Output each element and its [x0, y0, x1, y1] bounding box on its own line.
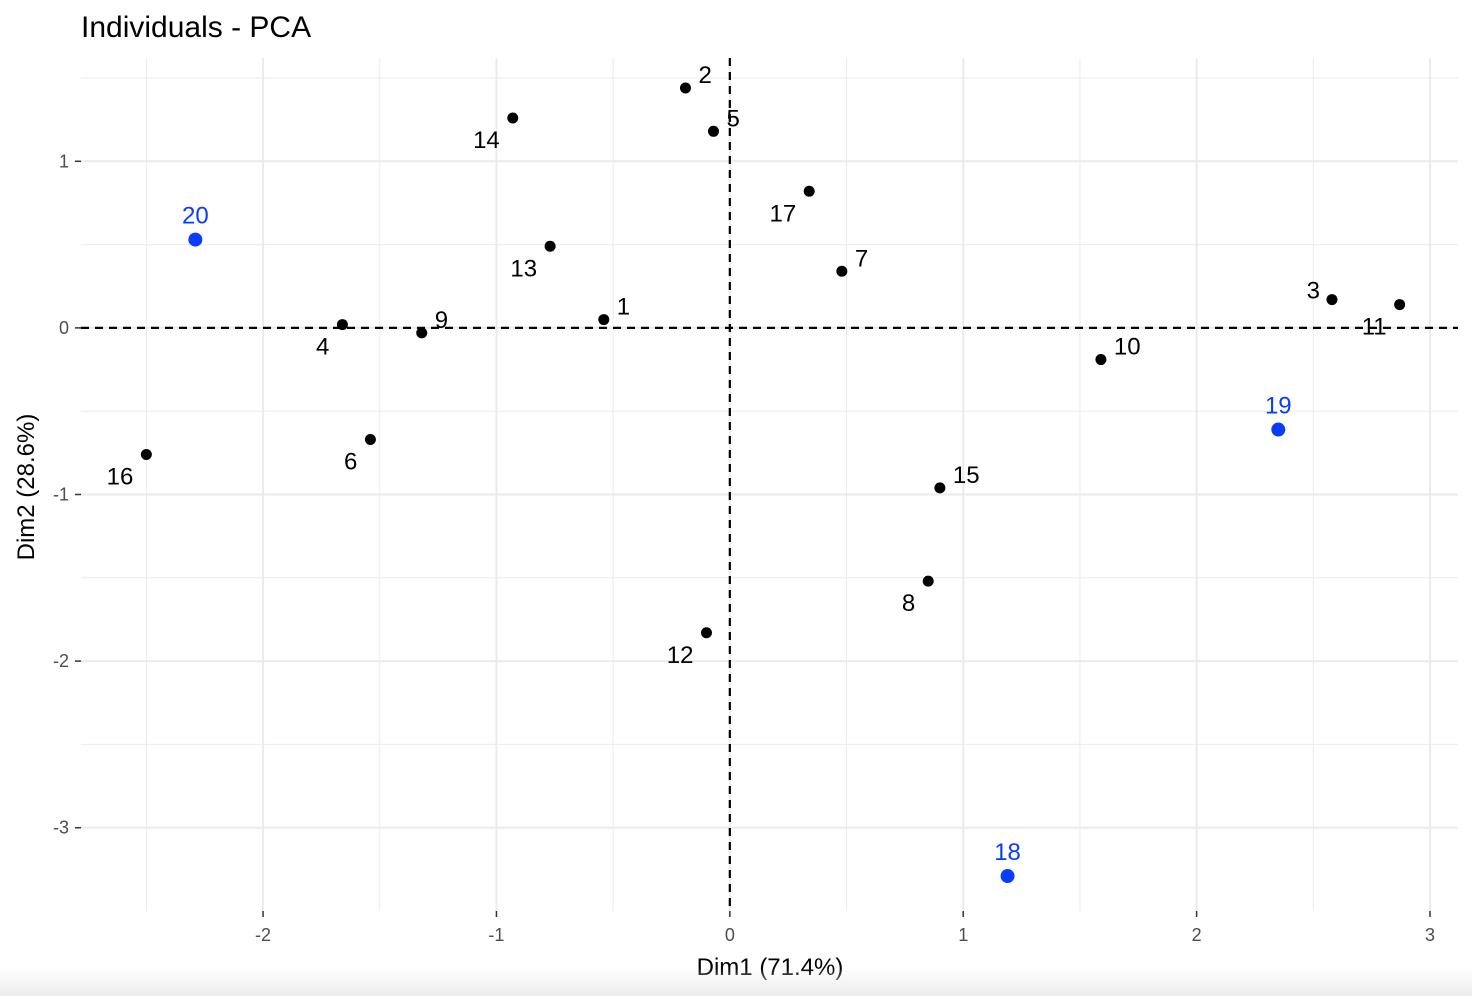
point-label: 12	[667, 642, 694, 669]
point-label: 9	[435, 307, 448, 334]
x-tick-label: 2	[1192, 925, 1202, 945]
y-tick-label: -3	[53, 818, 69, 838]
data-point	[188, 232, 203, 247]
data-point	[507, 112, 519, 124]
point-label: 17	[769, 200, 796, 227]
data-point	[1095, 354, 1107, 366]
axis-ticks: -2 -1 0 1 2 3-3-2-101	[53, 151, 1435, 945]
point-label: 4	[316, 334, 329, 361]
data-point	[1326, 294, 1338, 306]
data-point	[1000, 869, 1015, 884]
y-tick-label: -2	[53, 651, 69, 671]
data-point	[140, 449, 152, 461]
point-label: 5	[726, 105, 739, 132]
point-label: 6	[344, 449, 357, 476]
data-point	[922, 575, 934, 587]
y-tick-label: 0	[59, 318, 69, 338]
point-label: 14	[473, 127, 500, 154]
point-label: 3	[1307, 278, 1320, 305]
point-label: 15	[953, 462, 980, 489]
point-label: 20	[182, 203, 209, 230]
x-tick-label: 1	[958, 925, 968, 945]
data-point	[836, 265, 848, 277]
point-label: 8	[902, 590, 915, 617]
grid	[81, 58, 1458, 911]
point-label: 19	[1265, 393, 1292, 420]
bottom-edge-shade	[0, 968, 1472, 996]
x-tick-label: 0	[725, 925, 735, 945]
data-point	[803, 185, 815, 197]
point-label: 10	[1114, 334, 1141, 361]
data-point	[364, 434, 376, 446]
data-point	[336, 319, 348, 331]
data-point	[544, 240, 556, 252]
x-tick-label: -2	[255, 925, 271, 945]
point-label: 1	[617, 294, 630, 321]
point-label: 7	[855, 245, 868, 272]
data-points	[140, 82, 1406, 884]
x-tick-label: 3	[1425, 925, 1435, 945]
y-tick-label: -1	[53, 484, 69, 504]
point-label: 16	[107, 464, 134, 491]
reference-lines	[81, 58, 1458, 911]
data-point	[416, 327, 428, 339]
point-label: 2	[698, 62, 711, 89]
point-label: 18	[994, 839, 1021, 866]
data-point	[598, 314, 610, 326]
data-point	[679, 82, 691, 94]
y-axis-title: Dim2 (28.6%)	[13, 414, 40, 561]
data-point	[1271, 422, 1286, 437]
data-point	[707, 125, 719, 137]
x-tick-label: -1	[488, 925, 504, 945]
data-point	[934, 482, 946, 494]
data-point	[1394, 299, 1406, 311]
y-tick-label: 1	[59, 151, 69, 171]
chart-title: Individuals - PCA	[81, 11, 311, 44]
point-label: 11	[1362, 314, 1387, 341]
point-label: 13	[510, 255, 537, 282]
data-point	[700, 627, 712, 639]
